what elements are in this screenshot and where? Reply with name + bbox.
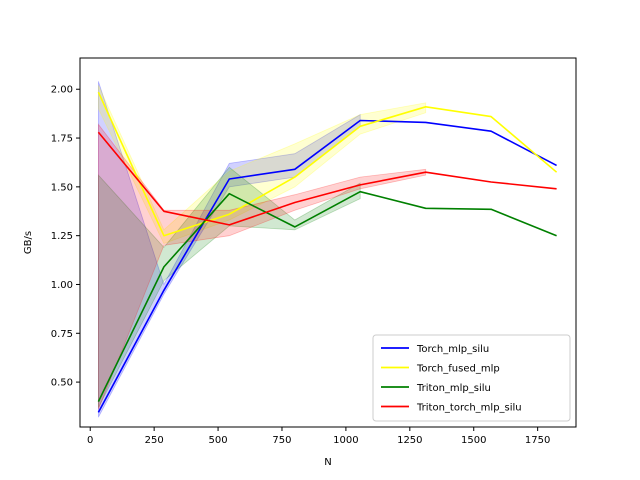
y-tick-label: 1.00 [51, 280, 73, 291]
y-tick-label: 1.50 [51, 182, 73, 193]
axes-frame [79, 57, 577, 428]
x-axis-ticks: 0 250 500 750 1000 1250 1500 1750 [87, 427, 550, 446]
y-tick-label: 1.75 [51, 134, 73, 145]
series-lines [97, 91, 558, 413]
legend: Torch_mlp_silu Torch_fused_mlp Triton_mlp_… [372, 334, 571, 422]
x-tick-label: 1250 [397, 435, 422, 446]
x-tick-label: 1500 [461, 435, 486, 446]
x-tick-label: 750 [272, 435, 291, 446]
band-Torch_fused_mlp [98, 85, 427, 244]
band-Triton_torch_mlp_silu [98, 123, 427, 410]
x-tick-label: 1750 [525, 435, 550, 446]
legend-entry: Torch_mlp_silu [416, 344, 489, 355]
x-tick-label: 1000 [333, 435, 358, 446]
y-tick-label: 2.00 [51, 85, 73, 96]
series-line-Torch_fused_mlp [97, 91, 558, 237]
series-line-Triton_torch_mlp_silu [97, 131, 557, 226]
x-tick-label: 500 [209, 435, 228, 446]
series-line-Triton_mlp_silu [97, 190, 557, 402]
x-axis-label: N [324, 457, 331, 468]
y-axis-ticks: 0.50 0.75 1.00 1.25 1.50 1.75 2.00 [51, 85, 80, 389]
x-tick-label: 250 [145, 435, 164, 446]
series-line-Torch_mlp_silu [97, 119, 557, 413]
y-axis-label: GB/s [23, 231, 34, 254]
y-tick-label: 1.25 [51, 231, 73, 242]
legend-entry: Triton_torch_mlp_silu [416, 403, 522, 414]
y-tick-label: 0.75 [51, 329, 73, 340]
legend-entry: Triton_mlp_silu [416, 383, 491, 394]
y-tick-label: 0.50 [51, 378, 73, 389]
legend-box [372, 334, 571, 422]
x-tick-label: 0 [87, 435, 93, 446]
legend-entry: Torch_fused_mlp [416, 364, 500, 375]
